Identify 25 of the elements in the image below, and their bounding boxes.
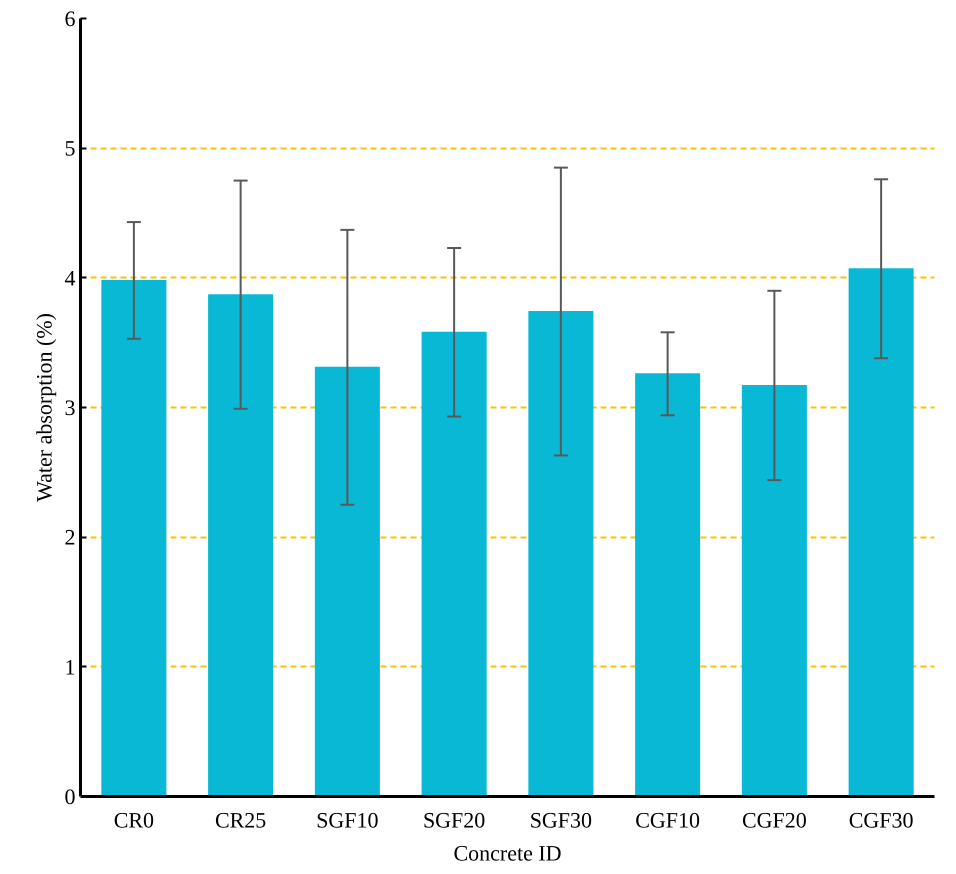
bar — [422, 332, 487, 796]
y-tick-label: 6 — [64, 6, 76, 31]
bar — [208, 294, 274, 796]
x-tick-label: CGF30 — [848, 808, 914, 832]
x-tick-label: SGF20 — [422, 808, 486, 832]
bar — [635, 373, 700, 796]
y-tick-label: 1 — [64, 654, 76, 680]
x-tick-label: CGF10 — [635, 808, 700, 832]
x-tick-label: CR25 — [214, 808, 266, 832]
x-tick-label: CGF20 — [742, 808, 807, 832]
bar — [314, 366, 380, 796]
y-axis-title: Water absorption (%) — [32, 313, 56, 502]
y-tick-label: 5 — [64, 136, 76, 161]
y-tick-label: 0 — [64, 784, 76, 809]
bar — [848, 268, 914, 796]
x-tick-label: SGF10 — [316, 808, 379, 832]
bar — [101, 280, 166, 796]
x-tick-label: CR0 — [114, 808, 154, 832]
y-tick-label: 4 — [64, 265, 76, 290]
x-tick-label: SGF30 — [530, 808, 592, 832]
bar — [742, 384, 807, 796]
x-axis-title: Concrete ID — [453, 840, 562, 866]
y-tick-label: 3 — [64, 395, 76, 420]
y-tick-label: 2 — [64, 524, 76, 550]
bar — [528, 311, 594, 796]
